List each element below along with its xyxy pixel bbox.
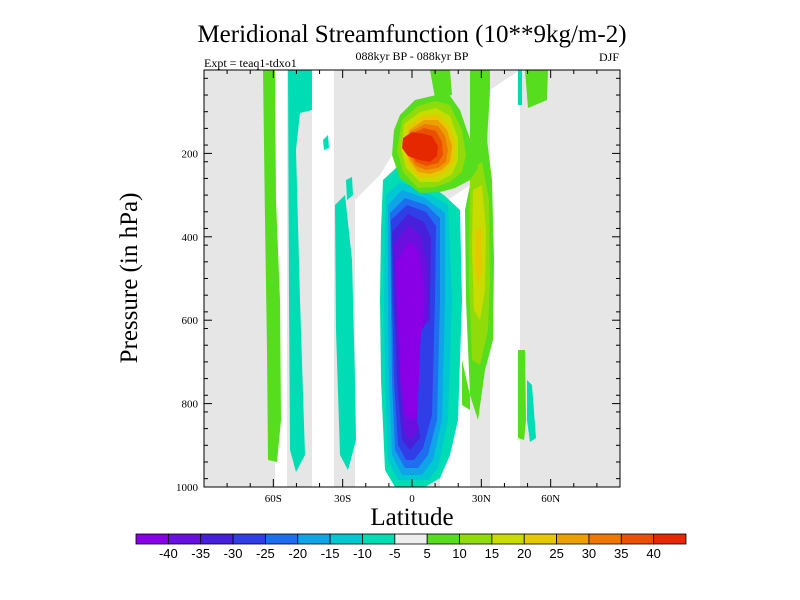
- band-gold-north: [475, 228, 482, 285]
- experiment-label: Expt = teaq1-tdxo1: [204, 56, 297, 70]
- colorbar-label-14: 35: [614, 546, 628, 561]
- x-axis: 60S 30S 0 30N 60N: [265, 70, 560, 505]
- colorbar-swatch-1: [167, 533, 202, 545]
- colorbar-swatch-6: [329, 533, 363, 545]
- colorbar-swatch-4: [265, 533, 299, 545]
- x-tick-label-1: 30S: [334, 493, 351, 505]
- colorbar-label-7: -5: [389, 546, 401, 561]
- y-axis: 200 400 600 800 1000: [176, 148, 620, 494]
- colorbar-swatch-14: [588, 533, 622, 545]
- patch-cyan-25s: [346, 177, 353, 200]
- colorbar-swatch-11: [491, 533, 525, 545]
- band-cyan-55n: [527, 380, 536, 442]
- band-green-30n-low: [462, 360, 470, 410]
- colorbar-label-9: 10: [452, 546, 466, 561]
- colorbar-swatch-13: [556, 533, 590, 545]
- colorbar-label-0: -40: [159, 546, 178, 561]
- strip-green-top: [430, 70, 452, 98]
- patch-cyan-50n-top: [518, 70, 522, 105]
- colorbar-swatch-0: [135, 533, 169, 545]
- colorbar: -40 -35 -30 -25 -20 -15 -10 -5 5 10 15 20 25 30 35 40: [135, 533, 687, 561]
- colorbar-label-4: -20: [288, 546, 307, 561]
- white-gap-north-2: [490, 70, 520, 487]
- colorbar-label-6: -10: [353, 546, 372, 561]
- colorbar-label-15: 40: [646, 546, 660, 561]
- plot-area: [203, 69, 621, 488]
- chart-title: Meridional Streamfunction (10**9kg/m-2): [197, 21, 626, 48]
- x-axis-label: Latitude: [370, 504, 453, 531]
- colorbar-label-12: 25: [549, 546, 563, 561]
- season-label: DJF: [599, 50, 619, 64]
- band-cyan-30s: [335, 195, 356, 470]
- colorbar-swatch-9: [426, 533, 460, 545]
- contour-field: [263, 70, 548, 487]
- cell-neg-edge: [417, 320, 431, 440]
- colorbar-label-13: 30: [582, 546, 596, 561]
- colorbar-label-2: -30: [224, 546, 243, 561]
- colorbar-swatch-12: [523, 533, 557, 545]
- band-green-50n: [518, 350, 526, 440]
- colorbar-swatch-8: [394, 533, 428, 545]
- x-tick-label-2: 0: [409, 493, 415, 505]
- y-tick-label-0: 200: [182, 148, 199, 160]
- x-tick-label-0: 60S: [265, 493, 282, 505]
- cell-neg-core: [396, 242, 424, 420]
- colorbar-label-8: 5: [424, 546, 431, 561]
- colorbar-swatch-10: [459, 533, 493, 545]
- y-tick-label-2: 600: [182, 315, 199, 327]
- band-green-60s: [263, 70, 281, 462]
- y-tick-label-3: 800: [182, 399, 199, 411]
- chart-subtitle: 088kyr BP - 088kyr BP: [356, 49, 469, 63]
- colorbar-swatch-3: [232, 533, 266, 545]
- x-tick-label-4: 60N: [541, 493, 560, 505]
- colorbar-swatch-15: [620, 533, 655, 545]
- colorbar-swatch-2: [200, 533, 234, 545]
- y-tick-label-4: 1000: [176, 482, 199, 494]
- white-gap-south-2: [312, 70, 334, 487]
- colorbar-label-5: -15: [321, 546, 340, 561]
- band-green-55n-top: [525, 70, 548, 108]
- colorbar-swatch-7: [362, 533, 396, 545]
- minor-ticks: [204, 70, 620, 487]
- colorbar-swatch-5: [297, 533, 331, 545]
- patch-cyan-40s: [323, 135, 329, 150]
- cell-pos-40: [402, 132, 438, 162]
- y-tick-label-1: 400: [182, 232, 199, 244]
- colorbar-swatch-16: [653, 533, 687, 545]
- band-cyan-50s: [288, 70, 312, 472]
- colorbar-label-3: -25: [256, 546, 275, 561]
- y-axis-label: Pressure (in hPa): [116, 193, 143, 364]
- colorbar-label-11: 20: [517, 546, 531, 561]
- x-tick-label-3: 30N: [472, 493, 491, 505]
- colorbar-label-1: -35: [191, 546, 210, 561]
- colorbar-label-10: 15: [485, 546, 499, 561]
